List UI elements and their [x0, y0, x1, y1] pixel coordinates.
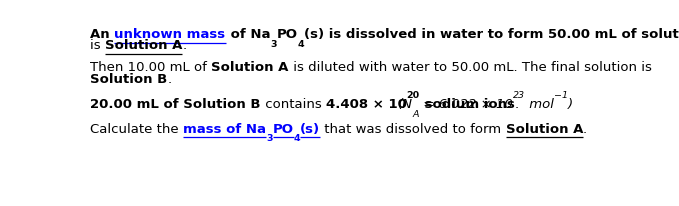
- Text: .: .: [583, 122, 587, 135]
- Text: = 6.022 × 10: = 6.022 × 10: [420, 97, 513, 110]
- Text: 23: 23: [513, 90, 526, 99]
- Text: 3: 3: [266, 134, 272, 143]
- Text: (N: (N: [398, 97, 413, 110]
- Text: sodium ions: sodium ions: [420, 97, 515, 110]
- Text: 4.408 × 10: 4.408 × 10: [326, 97, 407, 110]
- Text: mol: mol: [526, 97, 554, 110]
- Text: 4: 4: [297, 40, 304, 48]
- Text: contains: contains: [261, 97, 326, 110]
- Text: mass of Na: mass of Na: [183, 122, 266, 135]
- Text: PO: PO: [272, 122, 293, 135]
- Text: is diluted with water to 50.00 mL. The final solution is: is diluted with water to 50.00 mL. The f…: [289, 61, 652, 74]
- Text: −1: −1: [554, 90, 568, 99]
- Text: A: A: [413, 109, 420, 118]
- Text: 20: 20: [407, 90, 420, 99]
- Text: 3: 3: [270, 40, 276, 48]
- Text: Calculate the: Calculate the: [90, 122, 183, 135]
- Text: (s) is dissolved in water to form 50.00 mL of solution.: (s) is dissolved in water to form 50.00 …: [304, 28, 679, 41]
- Text: .: .: [168, 72, 172, 85]
- Text: Solution A: Solution A: [105, 39, 183, 52]
- Text: ): ): [568, 97, 573, 110]
- Text: Then 10.00 mL of: Then 10.00 mL of: [90, 61, 211, 74]
- Text: 4: 4: [293, 134, 300, 143]
- Text: that was dissolved to form: that was dissolved to form: [320, 122, 506, 135]
- Text: unknown mass: unknown mass: [114, 28, 225, 41]
- Text: .: .: [515, 97, 519, 110]
- Text: Solution B: Solution B: [90, 72, 168, 85]
- Text: 20.00 mL of Solution B: 20.00 mL of Solution B: [90, 97, 261, 110]
- Text: Solution A: Solution A: [506, 122, 583, 135]
- Text: PO: PO: [276, 28, 297, 41]
- Text: of Na: of Na: [225, 28, 270, 41]
- Text: is: is: [90, 39, 105, 52]
- Text: .: .: [183, 39, 187, 52]
- Text: Solution A: Solution A: [211, 61, 289, 74]
- Text: (s): (s): [300, 122, 320, 135]
- Text: An: An: [90, 28, 114, 41]
